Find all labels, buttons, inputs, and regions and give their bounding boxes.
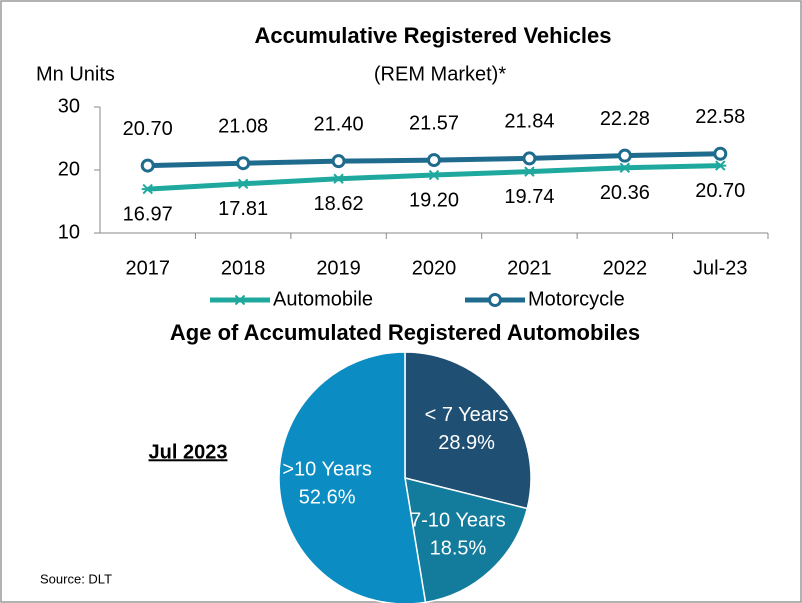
chart-title: Accumulative Registered Vehicles — [254, 23, 611, 48]
slice-value: 18.5% — [430, 538, 487, 560]
data-label: 19.74 — [504, 186, 554, 208]
marker — [331, 154, 346, 169]
data-label: 21.57 — [409, 112, 459, 134]
marker — [234, 294, 246, 306]
data-label: 18.62 — [314, 193, 364, 215]
marker — [140, 158, 155, 173]
source: Source: DLT — [40, 571, 112, 586]
pie-slice — [404, 351, 532, 510]
marker — [332, 173, 345, 184]
data-label: 21.84 — [504, 111, 554, 133]
slice-label: >10 Years — [282, 459, 372, 481]
x-tick-label: 2022 — [603, 257, 648, 279]
data-label: 20.36 — [600, 182, 650, 204]
slice-value: 52.6% — [299, 487, 356, 509]
data-label: 21.40 — [314, 113, 364, 135]
data-label: 16.97 — [123, 203, 173, 225]
data-label: 19.20 — [409, 189, 459, 211]
x-tick-label: 2020 — [412, 257, 457, 279]
marker — [427, 153, 441, 168]
marker — [618, 162, 631, 173]
marker — [714, 160, 727, 171]
marker — [617, 148, 632, 163]
y-tick-label: 10 — [58, 221, 80, 243]
marker — [237, 178, 250, 190]
data-label: 20.70 — [695, 180, 745, 202]
pie-slice — [404, 476, 529, 603]
x-tick-label: 2017 — [125, 257, 170, 279]
marker — [523, 166, 536, 177]
x-tick-label: 2021 — [507, 257, 552, 279]
legend-label: Motorcycle — [528, 288, 625, 310]
data-label: 20.70 — [123, 118, 173, 140]
legend-label: Automobile — [273, 288, 373, 310]
data-label: 22.58 — [695, 106, 745, 128]
slice-label: < 7 Years — [425, 404, 509, 426]
marker — [488, 293, 502, 307]
marker — [713, 146, 728, 161]
marker — [428, 169, 440, 181]
slice-value: 28.9% — [438, 432, 495, 454]
y-axis-label: Mn Units — [36, 63, 115, 85]
pie-slice — [278, 351, 427, 603]
pie-title: Age of Accumulated Registered Automobile… — [170, 320, 640, 345]
data-label: 17.81 — [218, 198, 268, 220]
y-tick-label: 20 — [58, 158, 80, 180]
x-tick-label: Jul-23 — [693, 257, 747, 279]
data-label: 22.28 — [600, 108, 650, 130]
marker — [141, 183, 154, 195]
y-tick-label: 30 — [58, 95, 80, 117]
slice-label: 7-10 Years — [410, 510, 506, 532]
annotation: Jul 2023 — [149, 441, 228, 463]
marker — [522, 151, 537, 166]
marker — [236, 156, 251, 171]
data-label: 21.08 — [218, 115, 268, 137]
chart-subtitle: (REM Market)* — [374, 63, 506, 85]
x-tick-label: 2019 — [316, 257, 361, 279]
x-tick-label: 2018 — [221, 257, 266, 279]
